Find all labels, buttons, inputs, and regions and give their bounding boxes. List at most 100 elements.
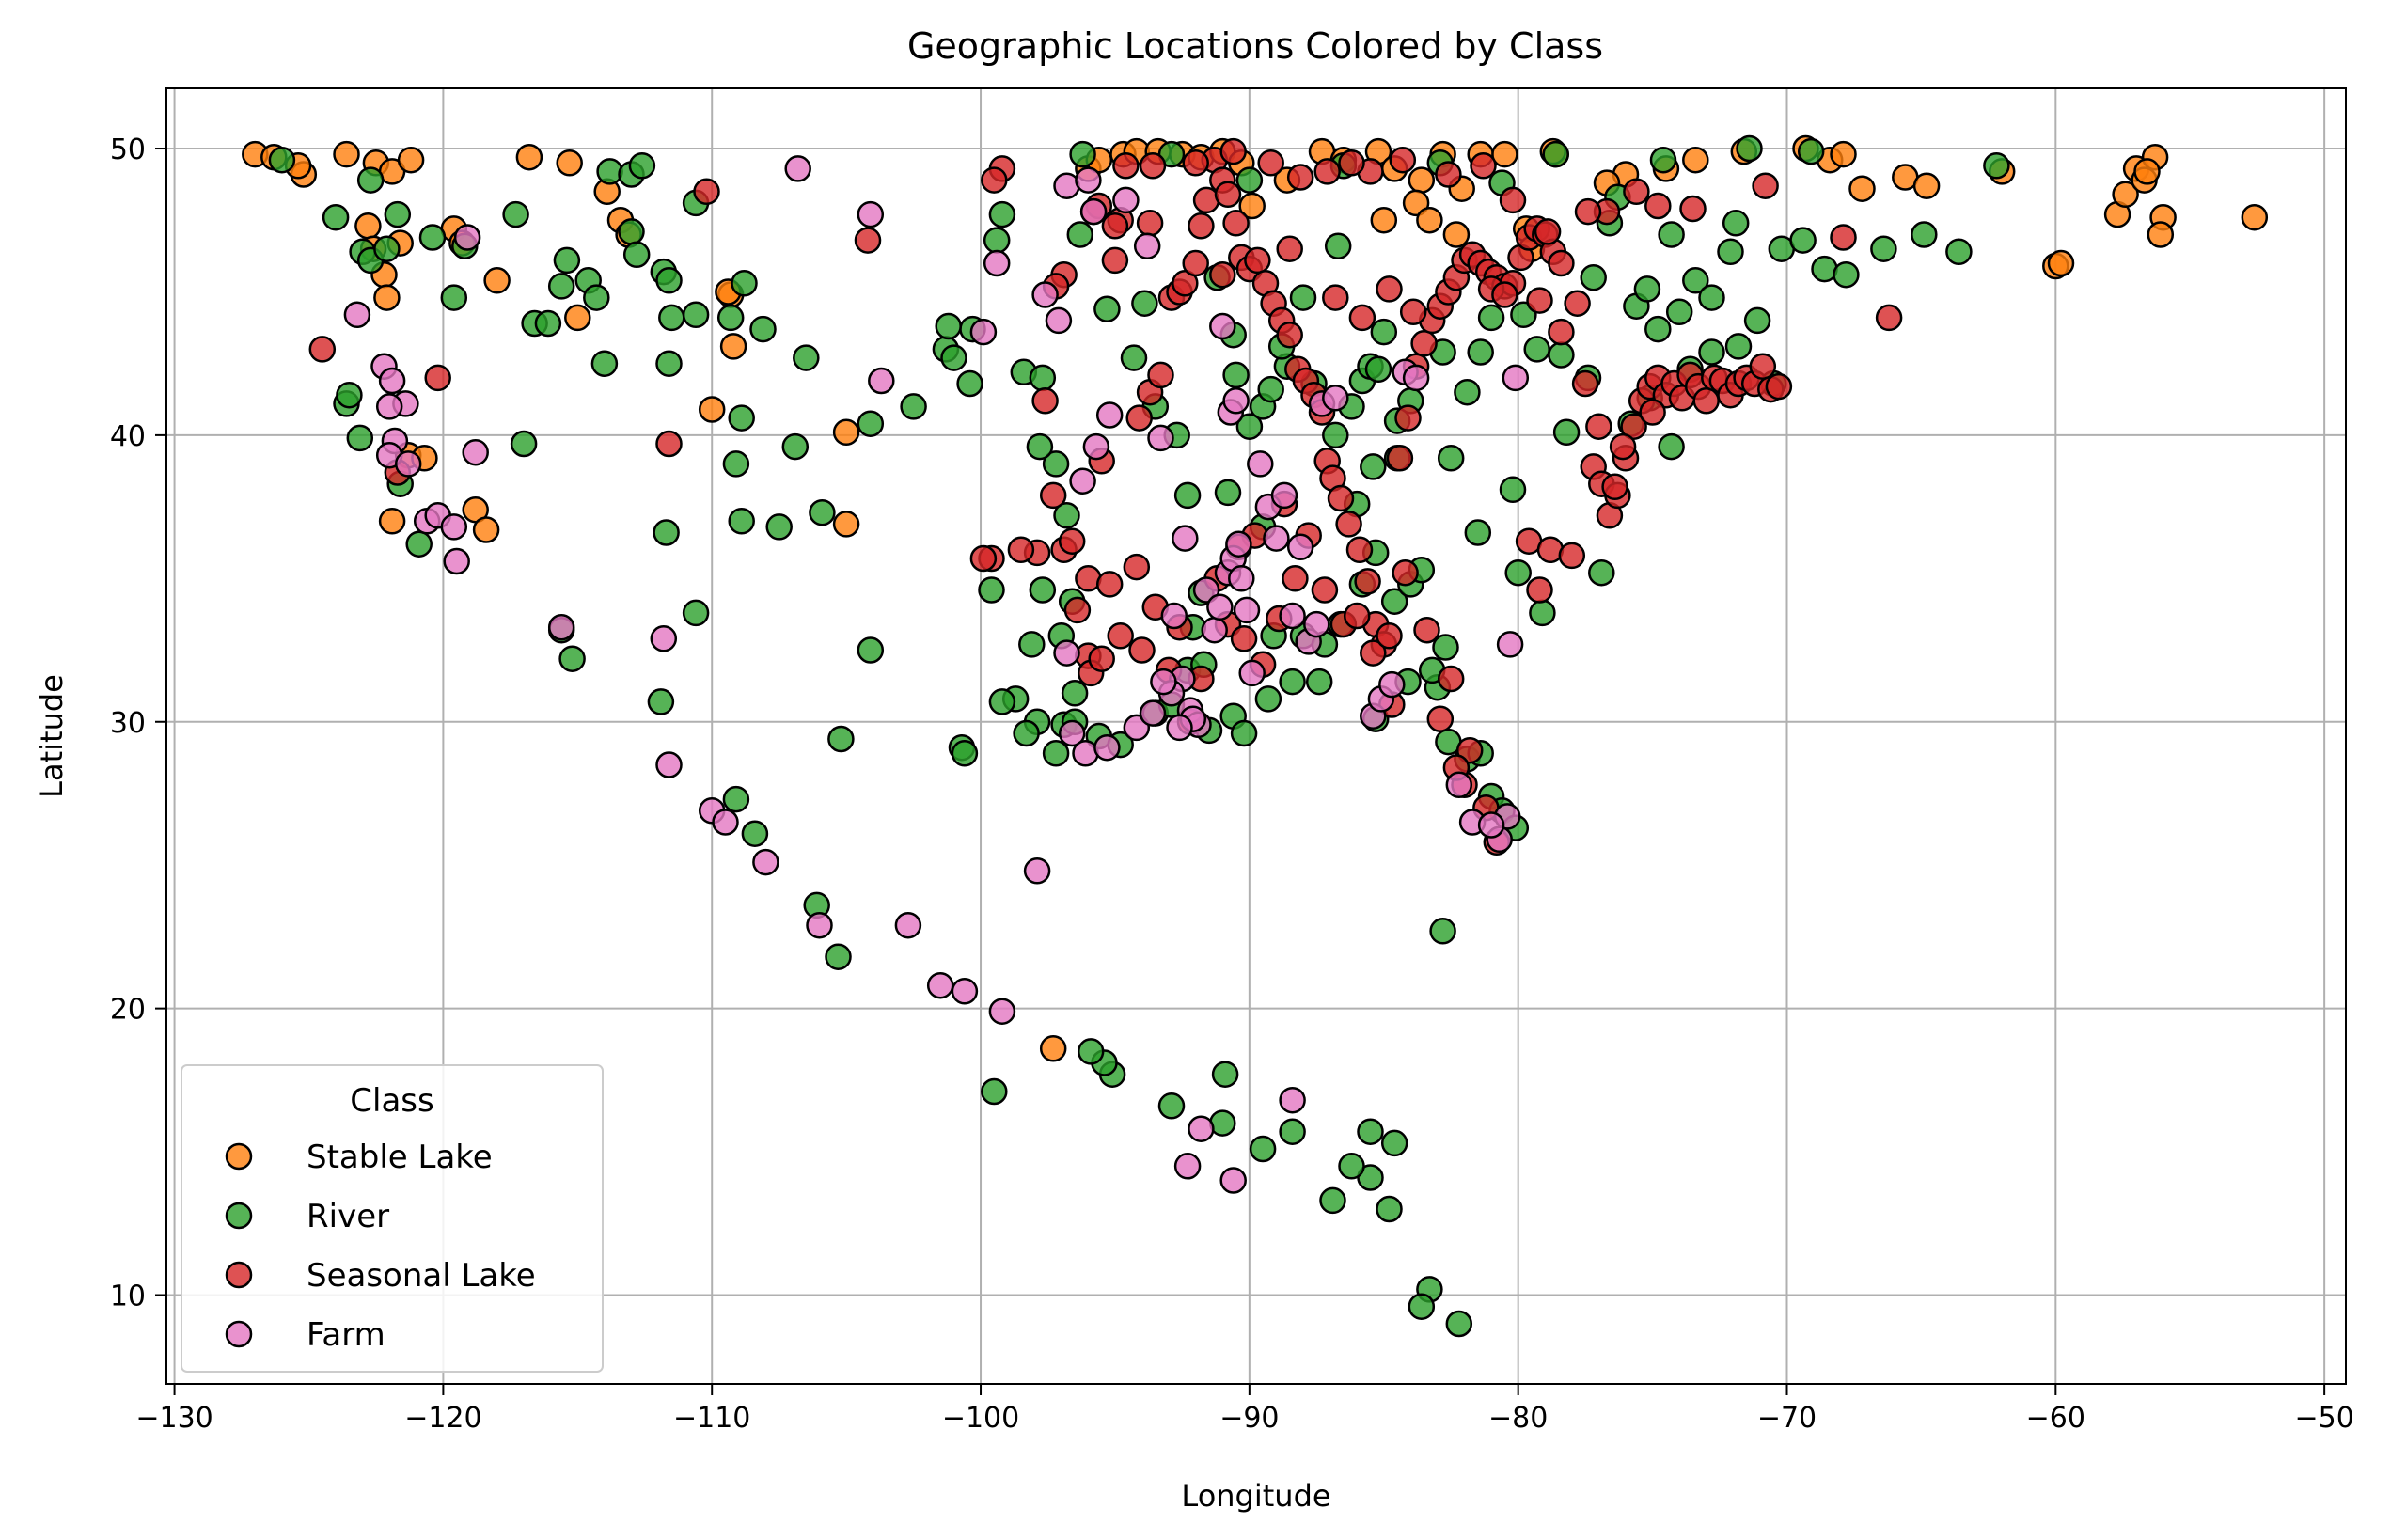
data-point [1429, 918, 1456, 945]
data-point [1160, 602, 1188, 630]
data-point [658, 304, 685, 332]
data-point [397, 146, 425, 174]
data-point [857, 636, 885, 664]
data-point [1410, 330, 1438, 357]
data-point [405, 530, 433, 558]
data-point [1389, 146, 1417, 174]
y-tick-label: 20 [110, 994, 146, 1027]
data-point [1225, 530, 1252, 558]
data-point [731, 270, 758, 297]
data-point [1911, 221, 1938, 248]
data-point [583, 284, 610, 311]
data-point [825, 943, 852, 970]
data-point [1502, 364, 1530, 392]
data-point [1082, 432, 1110, 461]
data-point [1166, 714, 1193, 742]
plot-frame [165, 87, 2347, 1385]
data-point [1139, 152, 1167, 180]
data-point [1093, 295, 1121, 322]
data-point [1335, 511, 1362, 538]
legend-label: Seasonal Lake [307, 1257, 536, 1295]
data-point [354, 212, 382, 240]
legend-label: Stable Lake [307, 1139, 493, 1176]
data-point [440, 513, 468, 541]
data-point [1717, 238, 1744, 266]
data-point [558, 645, 586, 672]
data-point [1263, 525, 1290, 552]
data-point [926, 971, 954, 999]
data-point [1112, 152, 1140, 180]
data-point [1209, 260, 1236, 289]
data-point [1526, 287, 1553, 314]
data-point [356, 166, 385, 194]
data-point [1343, 602, 1371, 630]
data-point [951, 978, 979, 1005]
data-point [1609, 432, 1637, 461]
grid-lines [166, 88, 2346, 1384]
data-point [1658, 432, 1685, 461]
data-point [1394, 404, 1422, 432]
data-point [1639, 399, 1666, 426]
data-point [1042, 740, 1070, 767]
x-tick-label: −100 [942, 1402, 1019, 1435]
data-point [1749, 353, 1777, 380]
data-point [1548, 341, 1575, 369]
data-point [988, 688, 1016, 715]
data-point [1402, 364, 1430, 392]
data-point [1523, 336, 1550, 363]
data-point [983, 249, 1011, 277]
data-point [1454, 378, 1481, 406]
data-point [1588, 558, 1615, 587]
data-point [1147, 361, 1174, 389]
chart-title: Geographic Locations Colored by Class [907, 25, 1603, 67]
data-point [1157, 1092, 1186, 1120]
data-point [868, 367, 895, 395]
data-point [655, 267, 683, 294]
data-point [1496, 631, 1524, 658]
data-point [1131, 290, 1158, 317]
data-point [1101, 246, 1129, 275]
data-point [1214, 479, 1242, 507]
data-point [346, 424, 374, 452]
data-point [1120, 344, 1148, 371]
data-point [1069, 140, 1096, 168]
data-point [2133, 158, 2161, 185]
data-point [1209, 312, 1236, 340]
x-tick-label: −80 [1488, 1402, 1548, 1435]
data-point [1526, 576, 1553, 604]
data-point [682, 599, 710, 627]
data-point [1279, 1118, 1306, 1145]
legend-box [181, 1064, 604, 1373]
data-point [590, 350, 619, 377]
data-point [1279, 1086, 1306, 1114]
data-point [373, 235, 401, 262]
data-point [693, 178, 720, 206]
data-point [1053, 502, 1080, 529]
x-tick-label: −120 [404, 1402, 481, 1435]
data-point [1426, 705, 1455, 732]
data-point [1552, 418, 1581, 447]
data-point [1061, 680, 1089, 707]
data-point [1679, 195, 1707, 223]
data-point [1235, 413, 1264, 440]
data-point [336, 381, 363, 409]
data-point [1601, 473, 1628, 501]
data-point [322, 203, 350, 231]
data-point [1211, 1061, 1239, 1088]
data-point [1279, 602, 1306, 630]
data-point [1238, 659, 1266, 687]
data-point [682, 301, 710, 329]
data-point [515, 143, 543, 171]
data-point [502, 200, 529, 228]
data-point [1214, 181, 1242, 209]
data-point [1848, 175, 1876, 202]
data-point [1276, 235, 1303, 262]
data-point [988, 200, 1016, 228]
data-point [1437, 445, 1465, 472]
y-tick-label: 30 [110, 707, 146, 740]
data-point [1286, 533, 1314, 561]
y-tick-label: 40 [110, 420, 146, 453]
data-point [1912, 172, 1941, 199]
data-point [1319, 1186, 1346, 1215]
